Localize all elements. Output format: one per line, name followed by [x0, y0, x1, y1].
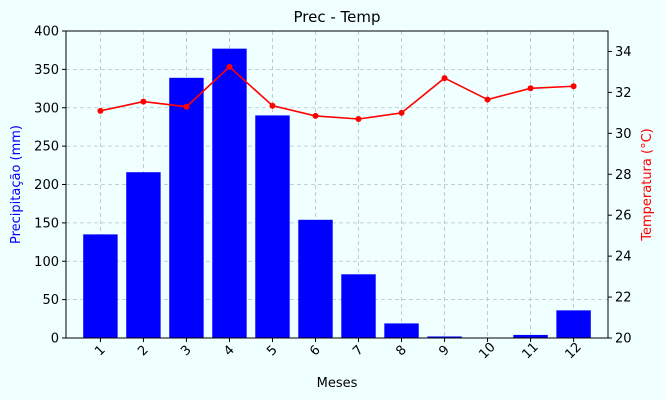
temperature-line — [97, 63, 577, 123]
left-y-tick-label: 100 — [34, 255, 59, 270]
left-y-tick-label: 50 — [42, 293, 59, 308]
temperature-point — [226, 63, 233, 70]
left-y-axis-ticks: 0 50 100 150 200 250 300 350 400 — [34, 25, 66, 347]
x-axis-title: Meses — [317, 376, 358, 391]
precipitation-bar — [126, 172, 161, 338]
left-y-tick-label: 200 — [34, 178, 59, 193]
precipitation-bar — [169, 77, 204, 338]
right-y-tick-label: 28 — [615, 168, 632, 183]
temperature-point — [355, 116, 362, 123]
precipitation-bar — [255, 115, 290, 338]
x-tick-label: 11 — [519, 340, 541, 362]
x-tick-label: 10 — [476, 340, 498, 362]
left-y-tick-label: 150 — [34, 216, 59, 231]
temperature-point — [398, 109, 405, 116]
right-y-tick-label: 22 — [615, 291, 632, 306]
x-tick-label: 5 — [264, 343, 280, 359]
x-tick-label: 2 — [135, 343, 151, 359]
right-y-axis-ticks: 20 22 24 26 28 30 32 34 — [608, 45, 632, 347]
precipitation-bar — [212, 48, 247, 339]
left-y-axis-title: Precipitação (mm) — [9, 125, 24, 244]
precipitation-bar — [513, 334, 548, 338]
temperature-point — [183, 103, 190, 110]
temperature-point — [441, 75, 448, 82]
precipitation-bar — [83, 234, 118, 338]
right-y-tick-label: 20 — [615, 332, 632, 347]
temperature-point — [97, 107, 104, 114]
temperature-point — [140, 98, 147, 105]
left-y-tick-label: 250 — [34, 140, 59, 155]
temperature-point — [527, 85, 534, 92]
x-tick-label: 3 — [178, 343, 194, 359]
x-tick-label: 9 — [436, 343, 452, 359]
precipitation-bar — [556, 310, 591, 338]
left-y-tick-label: 350 — [34, 63, 59, 78]
x-tick-label: 8 — [393, 343, 409, 359]
right-y-tick-label: 30 — [615, 127, 632, 142]
x-tick-label: 1 — [92, 343, 108, 359]
right-y-tick-label: 34 — [615, 45, 632, 60]
x-axis-ticks: 1 2 3 4 5 6 7 8 9 10 11 12 — [92, 338, 585, 362]
temperature-point — [269, 102, 276, 109]
temperature-point — [570, 83, 577, 90]
precipitation-bar — [427, 336, 462, 338]
x-tick-label: 4 — [221, 343, 237, 359]
left-y-tick-label: 0 — [51, 332, 59, 347]
right-y-axis-title: Temperatura (°C) — [640, 128, 655, 241]
temperature-point — [312, 112, 319, 119]
x-tick-label: 6 — [307, 343, 323, 359]
right-y-tick-label: 24 — [615, 250, 632, 265]
x-tick-label: 7 — [350, 343, 366, 359]
chart-title: Prec - Temp — [293, 8, 380, 26]
left-y-tick-label: 400 — [34, 25, 59, 40]
precipitation-bars — [83, 48, 591, 339]
temperature-line-path — [100, 65, 574, 120]
right-y-tick-label: 26 — [615, 209, 632, 224]
precipitation-bar — [384, 323, 419, 338]
x-tick-label: 12 — [562, 340, 584, 362]
left-y-tick-label: 300 — [34, 101, 59, 116]
precipitation-bar — [341, 274, 376, 338]
precipitation-bar — [298, 219, 333, 338]
temperature-point — [484, 96, 491, 103]
right-y-tick-label: 32 — [615, 86, 632, 101]
